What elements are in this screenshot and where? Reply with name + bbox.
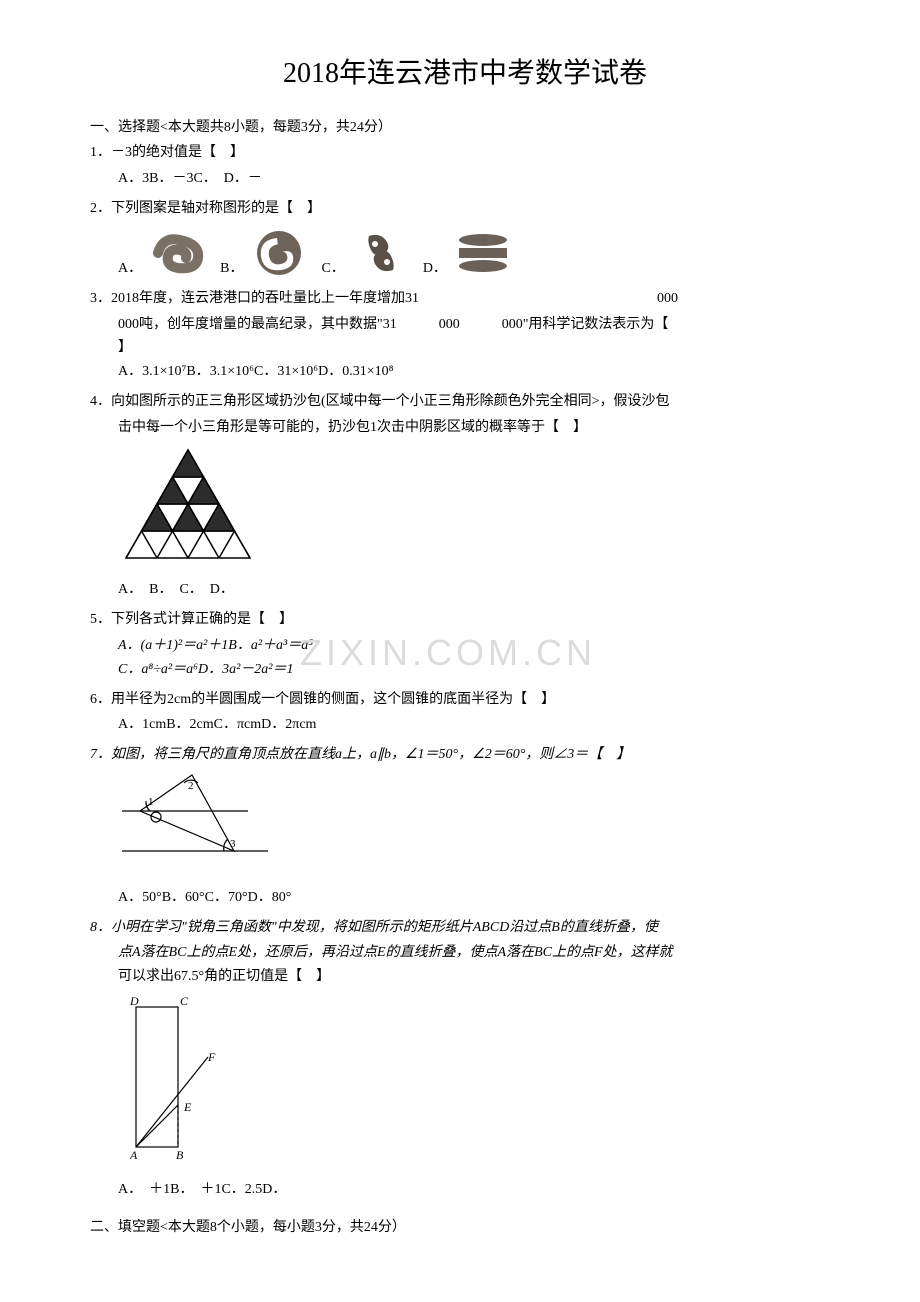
q7-angle1-label: 1 [148, 796, 154, 808]
q8-label-D: D [129, 995, 139, 1008]
section-1-heading: 一、选择题<本大题共8小题，每题3分，共24分） [90, 116, 840, 140]
q5-options-line1: A．(a＋1)²＝a²＋1B．a²＋a³＝a⁵ [90, 634, 840, 658]
q8-options: A． ＋1B． ＋1C．2.5D． [90, 1178, 840, 1202]
question-8: 8．小明在学习"锐角三角函数"中发现，将如图所示的矩形纸片ABCD沿过点B的直线… [90, 916, 840, 1202]
question-4: 4．向如图所示的正三角形区域扔沙包(区域中每一个小正三角形除颜色外完全相同>，假… [90, 390, 840, 602]
question-5: 5．下列各式计算正确的是【 】 A．(a＋1)²＝a²＋1B．a²＋a³＝a⁵ … [90, 608, 840, 681]
q2-opt-a-label: A． [118, 257, 142, 281]
question-6: 6．用半径为2cm的半圆围成一个圆锥的侧面，这个圆锥的底面半径为【 】 A．1c… [90, 688, 840, 738]
q7-angle3-label: 3 [230, 838, 236, 850]
stripes-icon [449, 225, 517, 281]
q2-opt-b-label: B． [220, 257, 243, 281]
q4-triangle-figure [90, 446, 840, 575]
spiral-icon [245, 225, 313, 281]
question-3: 3．2018年度，连云港港口的吞吐量比上一年度增加31 000 000吨，创年度… [90, 287, 840, 384]
yinyang-icon [347, 225, 415, 281]
q6-stem: 6．用半径为2cm的半圆围成一个圆锥的侧面，这个圆锥的底面半径为【 】 [90, 688, 840, 712]
q7-angle2-label: 2 [188, 780, 194, 792]
swirl-icon [144, 225, 212, 281]
q3-line2: 000吨，创年度增量的最高纪录，其中数据"31 000 000"用科学记数法表示… [90, 313, 840, 337]
q7-options: A．50°B．60°C．70°D．80° [90, 886, 840, 910]
q8-figure: D C F E A B [90, 995, 840, 1174]
q8-label-B: B [176, 1148, 184, 1162]
q2-stem: 2．下列图案是轴对称图形的是【 】 [90, 197, 840, 221]
q8-line1: 8．小明在学习"锐角三角函数"中发现，将如图所示的矩形纸片ABCD沿过点B的直线… [90, 916, 840, 940]
q2-opt-d-label: D． [423, 257, 447, 281]
q8-label-C: C [180, 995, 189, 1008]
q5-options-line2: C．a⁸÷a²＝a⁶D．3a²－2a²＝1 [90, 658, 840, 682]
q3-line1: 3．2018年度，连云港港口的吞吐量比上一年度增加31 000 [90, 287, 840, 311]
q8-label-E: E [183, 1100, 192, 1114]
q6-options: A．1cmB．2cmC．πcmD．2πcm [90, 713, 840, 737]
q2-opt-c-label: C． [321, 257, 344, 281]
section-2-heading: 二、填空题<本大题8个小题，每小题3分，共24分） [90, 1216, 840, 1240]
q8-label-F: F [207, 1050, 216, 1064]
question-2: 2．下列图案是轴对称图形的是【 】 A． B． [90, 197, 840, 281]
q8-line3: 可以求出67.5°角的正切值是【 】 [90, 965, 840, 989]
q3-line3: 】 [90, 336, 840, 360]
question-7: 7．如图，将三角尺的直角顶点放在直线a上，a∥b，∠1＝50°，∠2＝60°，则… [90, 743, 840, 909]
q3-options: A．3.1×10⁷B．3.1×10⁶C．31×10⁶D．0.31×10⁸ [90, 360, 840, 384]
q8-line2: 点A落在BC上的点E处，还原后，再沿过点E的直线折叠，使点A落在BC上的点F处，… [90, 941, 840, 965]
q2-option-images: A． B． C． [90, 225, 840, 281]
q1-stem: 1．－3的绝对值是【 】 [90, 141, 840, 165]
q8-label-A: A [129, 1148, 138, 1162]
q7-figure: 1 2 3 [90, 773, 840, 882]
page-title: 2018年连云港市中考数学试卷 [90, 50, 840, 98]
question-1: 1．－3的绝对值是【 】 A．3B．－3C． D．－ [90, 141, 840, 191]
q5-stem: 5．下列各式计算正确的是【 】 [90, 608, 840, 632]
q4-options: A． B． C． D． [90, 578, 840, 602]
q7-stem: 7．如图，将三角尺的直角顶点放在直线a上，a∥b，∠1＝50°，∠2＝60°，则… [90, 743, 840, 767]
q4-line2: 击中每一个小三角形是等可能的，扔沙包1次击中阴影区域的概率等于【 】 [90, 416, 840, 440]
q4-line1: 4．向如图所示的正三角形区域扔沙包(区域中每一个小正三角形除颜色外完全相同>，假… [90, 390, 840, 414]
q1-options: A．3B．－3C． D．－ [90, 167, 840, 191]
